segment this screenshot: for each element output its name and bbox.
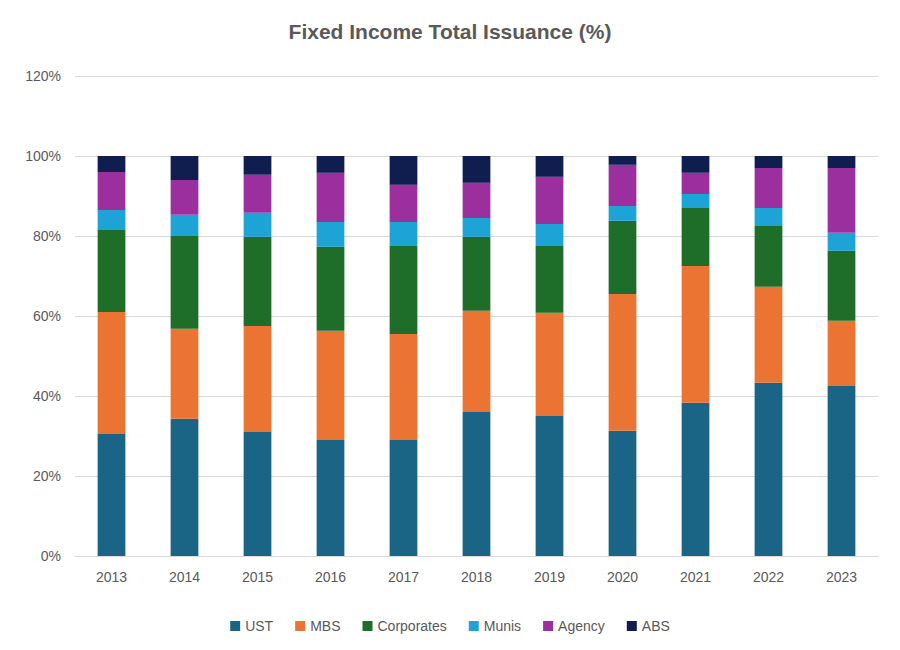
svg-text:2016: 2016 bbox=[315, 569, 346, 585]
svg-text:2013: 2013 bbox=[96, 569, 127, 585]
svg-text:120%: 120% bbox=[25, 68, 61, 84]
svg-text:20%: 20% bbox=[33, 468, 61, 484]
svg-text:80%: 80% bbox=[33, 228, 61, 244]
svg-text:2018: 2018 bbox=[461, 569, 492, 585]
svg-text:Agency: Agency bbox=[558, 618, 605, 634]
svg-text:2019: 2019 bbox=[534, 569, 565, 585]
svg-text:2021: 2021 bbox=[680, 569, 711, 585]
svg-text:UST: UST bbox=[245, 618, 273, 634]
svg-text:0%: 0% bbox=[41, 548, 61, 564]
svg-text:Munis: Munis bbox=[484, 618, 521, 634]
svg-text:2015: 2015 bbox=[242, 569, 273, 585]
svg-text:2017: 2017 bbox=[388, 569, 419, 585]
svg-text:Corporates: Corporates bbox=[378, 618, 447, 634]
svg-text:2022: 2022 bbox=[753, 569, 784, 585]
svg-text:ABS: ABS bbox=[642, 618, 670, 634]
svg-text:2020: 2020 bbox=[607, 569, 638, 585]
svg-text:60%: 60% bbox=[33, 308, 61, 324]
svg-text:2014: 2014 bbox=[169, 569, 200, 585]
svg-text:2023: 2023 bbox=[826, 569, 857, 585]
svg-text:40%: 40% bbox=[33, 388, 61, 404]
svg-text:MBS: MBS bbox=[310, 618, 340, 634]
svg-text:100%: 100% bbox=[25, 148, 61, 164]
svg-text:Fixed Income Total Issuance (%: Fixed Income Total Issuance (%) bbox=[289, 20, 612, 43]
